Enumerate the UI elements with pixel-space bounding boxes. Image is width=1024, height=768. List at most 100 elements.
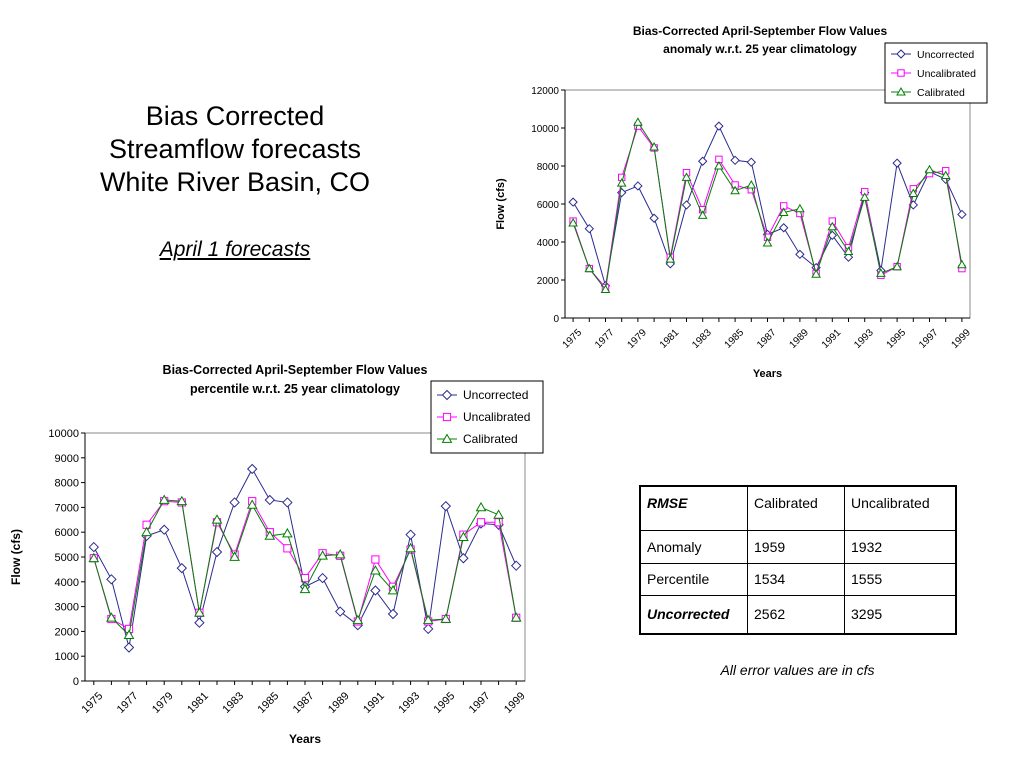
data-point-triangle bbox=[795, 203, 805, 213]
y-tick-label: 3000 bbox=[55, 602, 79, 614]
chart-title: Bias-Corrected April-September Flow Valu… bbox=[163, 363, 428, 377]
data-point-triangle bbox=[649, 141, 659, 151]
table-cell: 1534 bbox=[747, 562, 845, 596]
data-point-triangle bbox=[924, 164, 935, 174]
y-tick-label: 0 bbox=[73, 676, 79, 688]
table-row: Percentile 1534 1555 bbox=[639, 562, 957, 596]
data-point-triangle bbox=[584, 263, 595, 273]
data-point-diamond bbox=[568, 197, 578, 207]
table-header-rmse: RMSE bbox=[639, 485, 748, 532]
legend-label: Uncalibrated bbox=[463, 410, 530, 424]
data-point-triangle bbox=[892, 261, 902, 271]
data-point-diamond bbox=[123, 642, 135, 653]
table-row-label: Uncorrected bbox=[639, 594, 748, 635]
x-tick-label: 1975 bbox=[80, 690, 106, 716]
data-point-triangle bbox=[141, 526, 152, 537]
x-tick-label: 1979 bbox=[150, 690, 176, 716]
x-tick-label: 1983 bbox=[220, 690, 246, 716]
x-tick-label: 1979 bbox=[625, 327, 649, 351]
x-tick-label: 1981 bbox=[185, 690, 211, 716]
data-point-diamond bbox=[229, 497, 240, 508]
x-tick-label: 1983 bbox=[690, 327, 714, 351]
table-header-uncalibrated: Uncalibrated bbox=[844, 485, 957, 532]
data-point-triangle bbox=[158, 494, 170, 504]
legend-item: Uncalibrated bbox=[891, 68, 976, 80]
table-row: Uncorrected 2562 3295 bbox=[639, 594, 957, 635]
data-point-triangle bbox=[827, 221, 838, 231]
x-tick-label: 1995 bbox=[885, 327, 909, 351]
data-point-triangle bbox=[859, 192, 870, 201]
x-tick-label: 1989 bbox=[787, 327, 811, 351]
x-tick-label: 1985 bbox=[256, 690, 282, 716]
y-tick-label: 0 bbox=[553, 314, 559, 325]
y-tick-label: 8000 bbox=[537, 162, 560, 173]
x-tick-label: 1991 bbox=[820, 327, 844, 351]
y-tick-label: 12000 bbox=[531, 86, 559, 97]
chart-subtitle: percentile w.r.t. 25 year climatology bbox=[190, 382, 400, 396]
y-tick-label: 2000 bbox=[55, 626, 79, 638]
data-point-diamond bbox=[896, 49, 906, 59]
data-point-square bbox=[494, 518, 503, 527]
data-point-diamond bbox=[440, 500, 452, 512]
y-tick-label: 6000 bbox=[55, 527, 79, 539]
slide-title-line-3: White River Basin, CO bbox=[99, 167, 371, 197]
legend-item: Uncorrected bbox=[891, 49, 974, 61]
x-tick-label: 1977 bbox=[593, 327, 617, 351]
data-point-triangle bbox=[714, 160, 724, 170]
x-tick-label: 1993 bbox=[852, 327, 876, 351]
data-point-triangle bbox=[746, 179, 757, 189]
x-tick-label: 1993 bbox=[396, 690, 422, 716]
data-point-diamond bbox=[441, 389, 453, 401]
data-point-triangle bbox=[908, 188, 919, 198]
data-point-triangle bbox=[422, 614, 434, 625]
footnote: All error values are in cfs bbox=[720, 662, 875, 678]
legend-item: Calibrated bbox=[891, 86, 965, 99]
data-point-diamond bbox=[194, 617, 205, 628]
y-tick-label: 8000 bbox=[55, 478, 79, 490]
data-point-triangle bbox=[568, 217, 578, 227]
data-point-triangle bbox=[370, 565, 381, 575]
data-point-triangle bbox=[778, 207, 789, 217]
chart-subtitle: anomaly w.r.t. 25 year climatology bbox=[663, 42, 857, 56]
legend-item: Calibrated bbox=[437, 432, 518, 446]
data-point-triangle bbox=[282, 527, 293, 538]
y-tick-label: 4000 bbox=[55, 577, 79, 589]
legend-item: Uncalibrated bbox=[437, 410, 530, 424]
x-tick-label: 1999 bbox=[502, 690, 528, 716]
slide-title: Bias Corrected Streamflow forecasts Whit… bbox=[60, 100, 410, 199]
data-point-square bbox=[476, 518, 486, 527]
data-point-diamond bbox=[176, 562, 188, 574]
data-point-triangle bbox=[697, 210, 708, 219]
y-tick-label: 5000 bbox=[55, 552, 79, 564]
data-point-triangle bbox=[940, 170, 951, 179]
data-point-diamond bbox=[730, 155, 740, 166]
data-point-diamond bbox=[264, 494, 276, 506]
legend-item: Uncorrected bbox=[437, 388, 528, 402]
chart-title: Bias-Corrected April-September Flow Valu… bbox=[633, 24, 888, 38]
data-point-triangle bbox=[211, 514, 223, 524]
y-tick-label: 10000 bbox=[531, 124, 559, 135]
data-point-diamond bbox=[405, 529, 416, 540]
data-point-triangle bbox=[493, 509, 504, 519]
data-point-triangle bbox=[299, 583, 311, 594]
percentile-chart: Bias-Corrected April-September Flow Valu… bbox=[9, 363, 544, 746]
table-header-calibrated: Calibrated bbox=[747, 485, 845, 532]
legend-label: Uncalibrated bbox=[917, 68, 976, 80]
data-point-triangle bbox=[123, 629, 135, 639]
x-tick-label: 1985 bbox=[723, 327, 747, 351]
y-axis-label: Flow (cfs) bbox=[495, 178, 507, 230]
data-point-diamond bbox=[714, 121, 724, 131]
data-point-triangle bbox=[441, 433, 453, 443]
data-point-triangle bbox=[317, 550, 328, 560]
y-tick-label: 10000 bbox=[48, 428, 79, 440]
series-calibrated bbox=[568, 117, 967, 293]
data-point-triangle bbox=[730, 185, 740, 195]
data-point-diamond bbox=[246, 463, 258, 475]
data-point-diamond bbox=[697, 156, 708, 166]
data-point-diamond bbox=[106, 574, 117, 585]
data-point-triangle bbox=[264, 530, 276, 540]
data-point-square bbox=[897, 69, 905, 77]
y-axis-label: Flow (cfs) bbox=[9, 529, 23, 585]
data-point-triangle bbox=[387, 584, 399, 595]
series-calibrated bbox=[88, 494, 522, 639]
